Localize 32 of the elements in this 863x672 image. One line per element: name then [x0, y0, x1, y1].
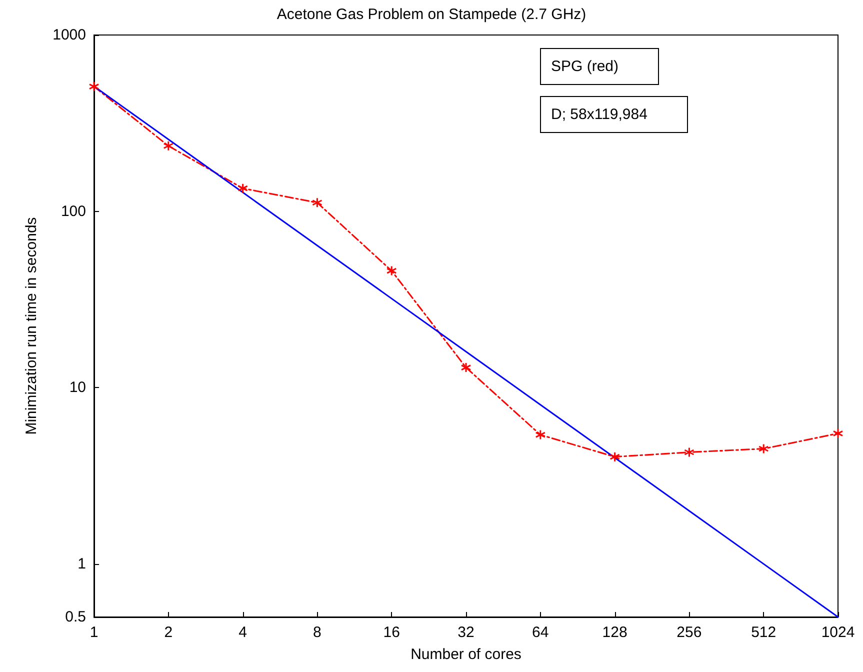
x-tick-label: 256 — [676, 624, 702, 641]
point — [684, 446, 694, 458]
point — [386, 266, 397, 276]
y-axis-title: Minimization run time in seconds — [23, 217, 40, 435]
point — [312, 197, 322, 208]
y-tick-label: 10 — [69, 379, 86, 396]
x-tick-label: 32 — [458, 624, 474, 641]
point — [163, 140, 174, 152]
x-tick-label: 16 — [383, 624, 400, 641]
annotation: SPG (red) — [551, 58, 619, 75]
x-tick-label: 1024 — [821, 624, 855, 641]
x-tick-label: 2 — [164, 624, 173, 641]
y-tick-label: 0.5 — [65, 608, 86, 626]
annotation: D; 58x119,984 — [551, 106, 648, 123]
point — [238, 183, 248, 194]
point — [758, 444, 769, 454]
x-tick-label: 64 — [532, 624, 549, 641]
y-tick-label: 1 — [78, 555, 86, 572]
point — [610, 452, 620, 462]
y-tick-label: 1000 — [52, 26, 86, 44]
point — [535, 430, 546, 440]
x-tick-label: 8 — [313, 624, 322, 641]
x-axis-title: Number of cores — [410, 646, 522, 663]
x-tick-label: 4 — [238, 624, 247, 641]
chart-title: Acetone Gas Problem on Stampede (2.7 GHz) — [276, 6, 586, 23]
x-tick-label: 128 — [602, 624, 628, 641]
x-tick-label: 512 — [751, 624, 776, 641]
point — [832, 428, 844, 439]
point — [88, 81, 100, 92]
y-tick-label: 100 — [60, 202, 86, 220]
x-tick-label: 1 — [90, 624, 98, 641]
point — [460, 362, 472, 373]
